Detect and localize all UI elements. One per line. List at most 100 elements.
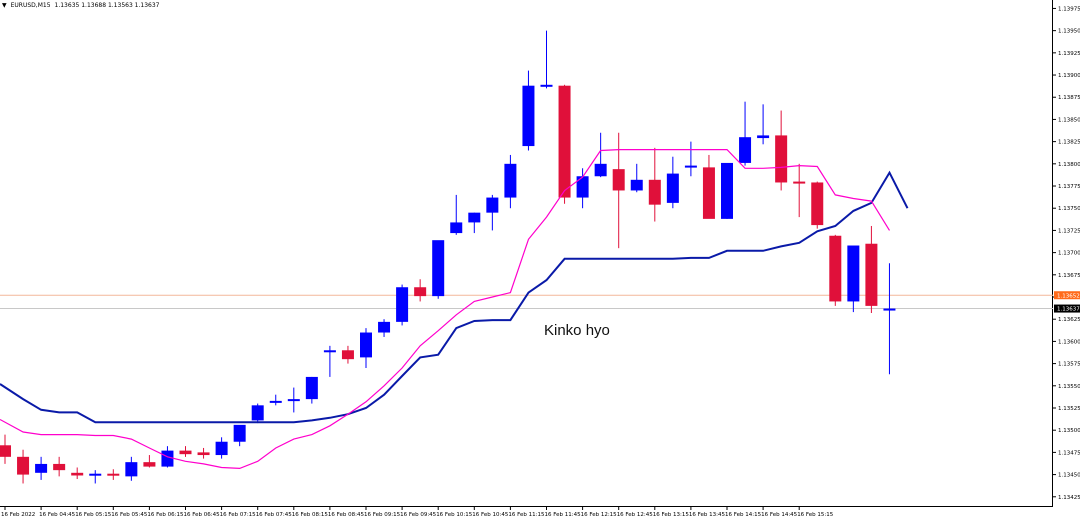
bid-price-label: 1.13637 [1057, 307, 1080, 313]
bear-candle-body [793, 181, 806, 184]
time-tick-label: 16 Feb 2022 [1, 512, 35, 518]
bull-candle-body [233, 424, 246, 442]
bear-candle-body [865, 243, 878, 306]
time-tick-label: 16 Feb 12:15 [581, 512, 618, 518]
tenkan-sen-line [0, 149, 891, 470]
time-tick-label: 16 Feb 09:45 [400, 512, 437, 518]
ask-price-label: 1.13652 [1057, 293, 1080, 299]
bear-candle-body [648, 179, 661, 205]
time-tick-label: 16 Feb 08:45 [328, 512, 365, 518]
bull-candle-body [450, 222, 463, 234]
bull-candle-body [161, 450, 174, 467]
bear-candle-body [53, 463, 66, 471]
bear-candle-body [17, 456, 30, 475]
time-tick-label: 16 Feb 04:45 [39, 512, 76, 518]
bear-candle-body [829, 235, 842, 302]
price-tick-label: 1.13675 [1058, 273, 1080, 279]
price-tick-label: 1.13825 [1058, 140, 1080, 146]
bull-candle-body [540, 84, 553, 87]
time-tick-label: 16 Feb 07:45 [256, 512, 293, 518]
time-tick-label: 16 Feb 08:15 [292, 512, 329, 518]
price-tick-label: 1.13500 [1058, 428, 1080, 434]
bull-candle-body [684, 165, 697, 168]
bull-candle-body [396, 287, 409, 322]
bear-candle-body [143, 462, 156, 467]
bear-candle-body [179, 450, 192, 455]
bull-candle-body [594, 163, 607, 177]
time-tick-label: 16 Feb 13:45 [689, 512, 726, 518]
bear-candle-body [414, 287, 427, 297]
time-tick-label: 16 Feb 14:45 [761, 512, 798, 518]
ohlc-values: 1.13635 1.13688 1.13563 1.13637 [54, 2, 160, 9]
bull-candle-body [35, 463, 48, 473]
bull-candle-body [630, 179, 643, 191]
time-tick-label: 16 Feb 05:45 [111, 512, 148, 518]
price-tick-label: 1.13875 [1058, 95, 1080, 101]
price-tick-label: 1.13575 [1058, 362, 1080, 368]
time-tick-label: 16 Feb 10:15 [436, 512, 473, 518]
chart-annotation-text: Kinko hyo [544, 322, 610, 339]
bull-candle-body [847, 245, 860, 302]
time-tick-label: 16 Feb 15:15 [797, 512, 834, 518]
bear-candle-body [811, 182, 824, 226]
ask-price-label-bg [1054, 291, 1080, 300]
price-tick-label: 1.13625 [1058, 317, 1080, 323]
candle-bodies [0, 84, 896, 477]
time-tick-label: 16 Feb 13:15 [653, 512, 690, 518]
plot-frame [0, 0, 1053, 507]
bull-candle-body [360, 332, 372, 358]
bull-candle-body [287, 399, 300, 402]
ichimoku-lines [0, 149, 909, 470]
bear-candle-body [341, 350, 354, 360]
bull-candle-body [739, 137, 752, 163]
time-tick-label: 16 Feb 06:15 [147, 512, 184, 518]
bull-candle-body [323, 350, 336, 353]
price-tick-label: 1.13525 [1058, 406, 1080, 412]
price-tick-label: 1.13600 [1058, 339, 1080, 345]
bull-candle-body [125, 462, 138, 477]
bear-candle-body [197, 452, 210, 456]
price-tick-label: 1.13800 [1058, 162, 1080, 168]
price-tick-label: 1.13925 [1058, 51, 1080, 57]
bear-candle-body [71, 472, 84, 476]
candle-wicks [4, 30, 890, 484]
bid-price-label-bg [1054, 304, 1080, 313]
price-tick-label: 1.13725 [1058, 228, 1080, 234]
triangle-down-icon[interactable]: ▼ [2, 1, 7, 9]
price-tick-label: 1.13700 [1058, 251, 1080, 257]
time-tick-label: 16 Feb 10:45 [472, 512, 509, 518]
bull-candle-body [522, 85, 535, 147]
time-axis: 16 Feb 2022 16 Feb 04:45 16 Feb 05:15 16 Fe… [1, 507, 834, 518]
time-tick-label: 16 Feb 06:45 [184, 512, 221, 518]
symbol-name: EURUSD,M15 [10, 2, 51, 9]
time-tick-label: 16 Feb 05:15 [75, 512, 112, 518]
bull-candle-body [468, 212, 481, 223]
price-tick-label: 1.13425 [1058, 495, 1080, 501]
price-tick-label: 1.13550 [1058, 384, 1080, 390]
time-tick-label: 16 Feb 12:45 [617, 512, 654, 518]
price-tick-label: 1.13750 [1058, 206, 1080, 212]
symbol-info-bar: ▼ EURUSD,M15 1.13635 1.13688 1.13563 1.1… [2, 2, 159, 9]
bull-candle-body [89, 473, 102, 476]
price-tick-label: 1.13475 [1058, 450, 1080, 456]
bear-candle-body [702, 167, 715, 219]
bear-candle-body [775, 135, 788, 183]
bull-candle-body [504, 163, 517, 198]
price-tick-label: 1.13850 [1058, 117, 1080, 123]
bull-candle-body [666, 173, 679, 203]
bear-candle-body [612, 169, 625, 191]
bull-candle-body [576, 176, 589, 198]
price-tick-label: 1.13450 [1058, 473, 1080, 479]
price-tick-label: 1.13950 [1058, 29, 1080, 35]
price-labels: 1.13652 1.13637 [1054, 291, 1080, 313]
bull-candle-body [757, 135, 770, 139]
bear-candle-body [558, 85, 571, 198]
bear-candle-body [107, 473, 120, 476]
bull-candle-body [251, 405, 264, 421]
price-tick-label: 1.13975 [1058, 6, 1080, 12]
time-tick-label: 16 Feb 11:45 [545, 512, 582, 518]
bull-candle-body [269, 400, 282, 403]
price-tick-label: 1.13775 [1058, 184, 1080, 190]
